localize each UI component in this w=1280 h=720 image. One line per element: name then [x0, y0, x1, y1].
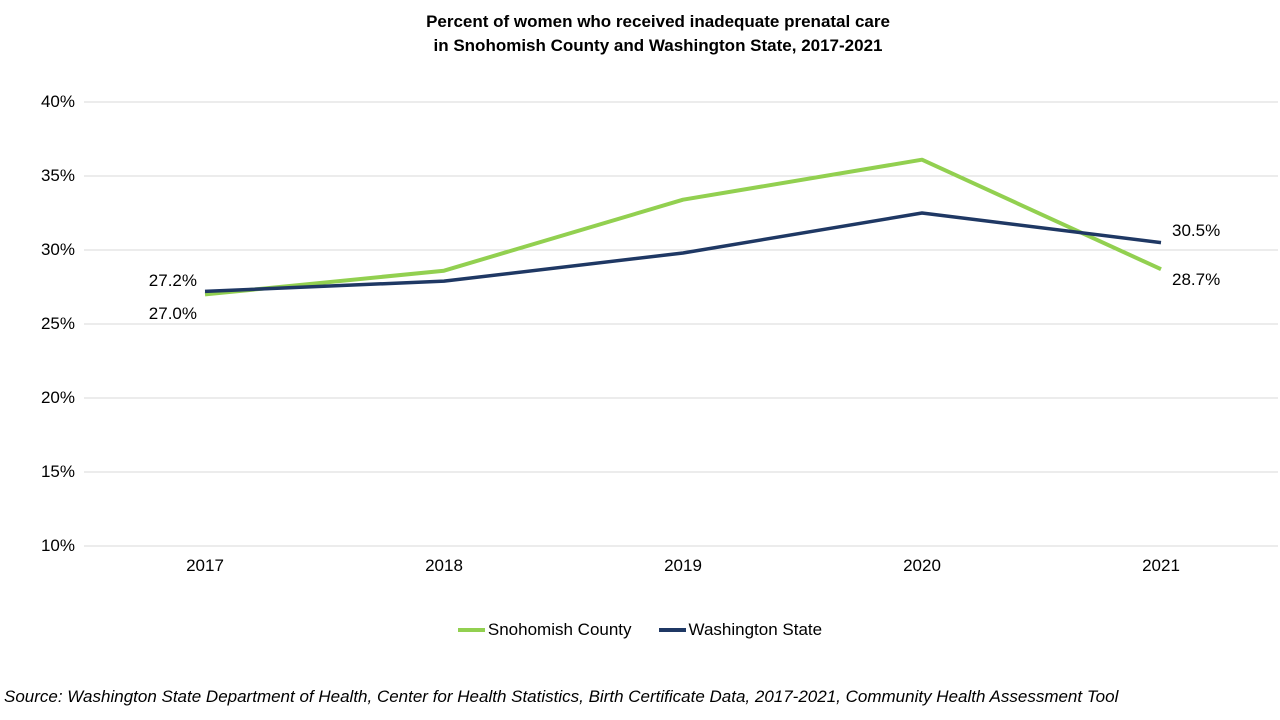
x-axis-tick-2019: 2019 — [664, 556, 702, 575]
legend-item-washington-state: Washington State — [658, 620, 823, 640]
y-axis-tick-15: 15% — [40, 462, 75, 481]
x-axis-tick-2020: 2020 — [903, 556, 941, 575]
data-label-washington-2017: 27.2% — [148, 271, 197, 290]
snohomish-line-swatch-icon — [457, 628, 485, 632]
chart-title: Percent of women who received inadequate… — [0, 10, 1280, 58]
y-axis-tick-25: 25% — [40, 314, 75, 333]
data-label-snohomish-2021: 28.7% — [1172, 270, 1221, 289]
washington-line-swatch-icon — [658, 628, 686, 632]
legend-item-snohomish-county: Snohomish County — [457, 620, 632, 640]
y-axis-tick-10: 10% — [40, 536, 75, 555]
x-axis-tick-2021: 2021 — [1142, 556, 1180, 575]
y-axis-tick-20: 20% — [40, 388, 75, 407]
source-note: Source: Washington State Department of H… — [4, 687, 1119, 706]
x-axis-tick-2017: 2017 — [186, 556, 224, 575]
y-axis-tick-30: 30% — [40, 240, 75, 259]
chart-legend: Snohomish County Washington State — [0, 619, 1280, 641]
y-axis-tick-40: 40% — [40, 92, 75, 111]
chart-title-line2: in Snohomish County and Washington State… — [433, 36, 883, 55]
legend-label-washington-state: Washington State — [688, 620, 823, 639]
data-label-washington-2021: 30.5% — [1172, 221, 1221, 240]
legend-label-snohomish-county: Snohomish County — [487, 620, 632, 639]
y-axis-tick-35: 35% — [40, 166, 75, 185]
x-axis-tick-2018: 2018 — [425, 556, 463, 575]
data-label-snohomish-2017: 27.0% — [148, 304, 197, 323]
chart-title-line1: Percent of women who received inadequate… — [426, 12, 890, 31]
series-line-washington-state — [204, 211, 1162, 294]
series-line-snohomish-county — [204, 157, 1162, 297]
